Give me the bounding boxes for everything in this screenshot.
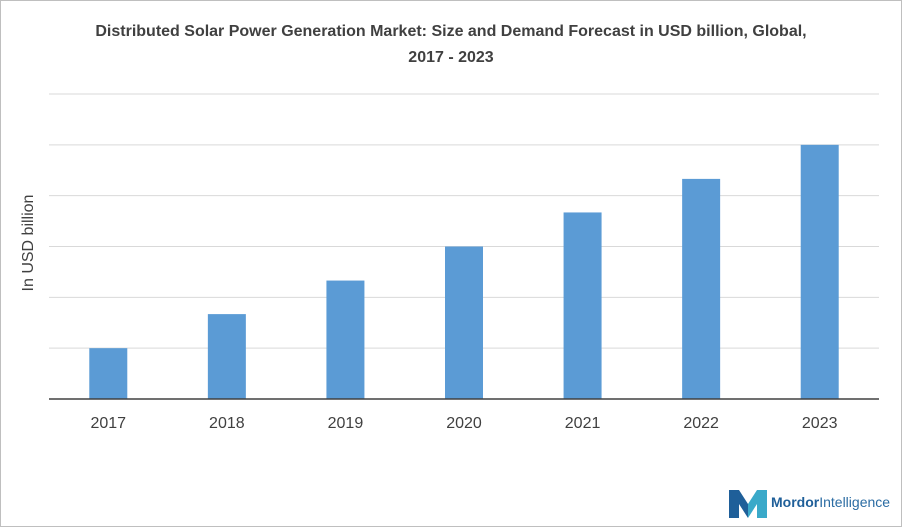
brand-name-rest: Intelligence (819, 494, 891, 510)
x-tick-label: 2021 (565, 415, 601, 432)
x-tick-label: 2018 (209, 415, 245, 432)
bar-2023 (800, 144, 839, 399)
x-tick-label: 2019 (328, 415, 364, 432)
x-tick-label: 2017 (90, 415, 126, 432)
bar-2021 (563, 212, 602, 399)
chart-title: Distributed Solar Power Generation Marke… (95, 23, 807, 66)
bar-2017 (89, 348, 128, 399)
bar-2018 (207, 314, 246, 399)
x-tick-label: 2022 (683, 415, 719, 432)
bar-2022 (682, 178, 721, 399)
x-tick-label: 2023 (802, 415, 838, 432)
x-tick-label: 2020 (446, 415, 482, 432)
bar-2019 (326, 280, 365, 399)
brand-name-bold: Mordor (771, 494, 820, 510)
bar-2020 (445, 246, 483, 399)
brand-name: MordorIntelligence (771, 494, 890, 510)
mordor-logo-icon (729, 490, 767, 518)
